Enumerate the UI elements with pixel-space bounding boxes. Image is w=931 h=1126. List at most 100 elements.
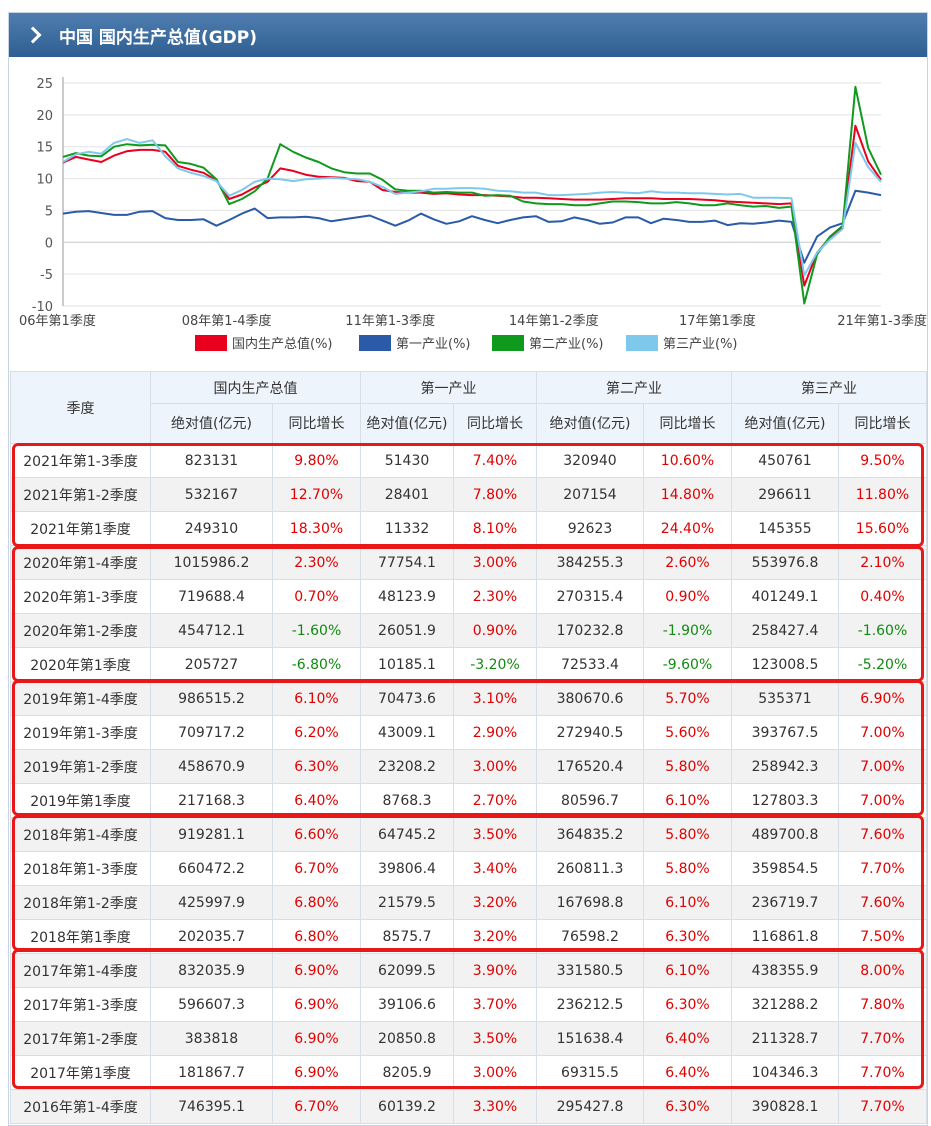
absolute-value-cell: 207154 bbox=[536, 477, 644, 512]
yoy-growth-cell: 6.30% bbox=[272, 749, 361, 784]
quarter-cell: 2018年第1-2季度 bbox=[10, 885, 151, 920]
y-tick-label: -5 bbox=[40, 268, 53, 283]
yoy-growth-cell: 6.40% bbox=[272, 783, 361, 818]
yoy-growth-cell: 9.80% bbox=[272, 443, 361, 478]
yoy-growth-cell: 7.40% bbox=[453, 443, 537, 478]
col-header-abs: 绝对值(亿元) bbox=[360, 403, 454, 444]
quarter-cell: 2017年第1季度 bbox=[10, 1055, 151, 1090]
yoy-growth-cell: 3.00% bbox=[453, 749, 537, 784]
page-title: 中国 国内生产总值(GDP) bbox=[59, 27, 257, 48]
table-row: 2020年第1季度 205727 -6.80% 10185.1 -3.20% 72533.… bbox=[10, 647, 927, 682]
absolute-value-cell: 211328.7 bbox=[731, 1021, 839, 1056]
absolute-value-cell: 202035.7 bbox=[150, 919, 273, 954]
absolute-value-cell: 80596.7 bbox=[536, 783, 644, 818]
absolute-value-cell: 270315.4 bbox=[536, 579, 644, 614]
col-header-secondary: 第二产业 bbox=[536, 371, 732, 404]
absolute-value-cell: 43009.1 bbox=[360, 715, 454, 750]
yoy-growth-cell: 7.00% bbox=[838, 783, 927, 818]
chevron-right-icon[interactable] bbox=[24, 26, 42, 44]
absolute-value-cell: 249310 bbox=[150, 511, 273, 546]
table-row: 2017年第1-4季度 832035.9 6.90% 62099.5 3.90% 3315… bbox=[10, 953, 927, 988]
yoy-growth-cell: -6.80% bbox=[272, 647, 361, 682]
legend-swatch bbox=[492, 335, 524, 351]
yoy-growth-cell: 11.80% bbox=[838, 477, 927, 512]
quarter-cell: 2018年第1-4季度 bbox=[10, 817, 151, 852]
col-header-abs: 绝对值(亿元) bbox=[150, 403, 273, 444]
absolute-value-cell: 20850.8 bbox=[360, 1021, 454, 1056]
quarter-cell: 2019年第1-2季度 bbox=[10, 749, 151, 784]
legend-label: 第三产业(%) bbox=[663, 337, 738, 352]
y-tick-label: 5 bbox=[45, 204, 53, 219]
absolute-value-cell: 8768.3 bbox=[360, 783, 454, 818]
yoy-growth-cell: 6.60% bbox=[272, 817, 361, 852]
table-row: 2019年第1-4季度 986515.2 6.10% 70473.6 3.10% 3806… bbox=[10, 681, 927, 716]
absolute-value-cell: 535371 bbox=[731, 681, 839, 716]
table-row: 2019年第1-2季度 458670.9 6.30% 23208.2 3.00% 1765… bbox=[10, 749, 927, 784]
yoy-growth-cell: 6.90% bbox=[272, 1055, 361, 1090]
absolute-value-cell: 64745.2 bbox=[360, 817, 454, 852]
col-header-abs: 绝对值(亿元) bbox=[731, 403, 839, 444]
absolute-value-cell: 167698.8 bbox=[536, 885, 644, 920]
absolute-value-cell: 236719.7 bbox=[731, 885, 839, 920]
x-tick-label: 21年第1-3季度 bbox=[837, 313, 927, 329]
table-row: 2019年第1-3季度 709717.2 6.20% 43009.1 2.90% 2729… bbox=[10, 715, 927, 750]
quarter-cell: 2021年第1季度 bbox=[10, 511, 151, 546]
absolute-value-cell: 823131 bbox=[150, 443, 273, 478]
yoy-growth-cell: 7.70% bbox=[838, 1089, 927, 1124]
quarter-cell: 2020年第1-2季度 bbox=[10, 613, 151, 648]
absolute-value-cell: 553976.8 bbox=[731, 545, 839, 580]
series-line-1 bbox=[62, 124, 882, 287]
absolute-value-cell: 181867.7 bbox=[150, 1055, 273, 1090]
yoy-growth-cell: 7.00% bbox=[838, 715, 927, 750]
yoy-growth-cell: 5.70% bbox=[643, 681, 732, 716]
yoy-growth-cell: -1.60% bbox=[838, 613, 927, 648]
absolute-value-cell: 380670.6 bbox=[536, 681, 644, 716]
yoy-growth-cell: 6.30% bbox=[643, 987, 732, 1022]
table-row: 2021年第1-3季度 823131 9.80% 51430 7.40% 320940 10… bbox=[10, 443, 927, 478]
absolute-value-cell: 321288.2 bbox=[731, 987, 839, 1022]
col-header-primary: 第一产业 bbox=[360, 371, 537, 404]
absolute-value-cell: 719688.4 bbox=[150, 579, 273, 614]
table-row: 2018年第1-4季度 919281.1 6.60% 64745.2 3.50% 3648… bbox=[10, 817, 927, 852]
table-row: 2021年第1-2季度 532167 12.70% 28401 7.80% 207154 1… bbox=[10, 477, 927, 512]
absolute-value-cell: 28401 bbox=[360, 477, 454, 512]
yoy-growth-cell: 7.70% bbox=[838, 1055, 927, 1090]
absolute-value-cell: 77754.1 bbox=[360, 545, 454, 580]
yoy-growth-cell: 6.10% bbox=[643, 885, 732, 920]
yoy-growth-cell: 3.00% bbox=[453, 545, 537, 580]
y-tick-label: -10 bbox=[32, 300, 53, 315]
yoy-growth-cell: 12.70% bbox=[272, 477, 361, 512]
absolute-value-cell: 39806.4 bbox=[360, 851, 454, 886]
absolute-value-cell: 26051.9 bbox=[360, 613, 454, 648]
absolute-value-cell: 401249.1 bbox=[731, 579, 839, 614]
table-row: 2017年第1季度 181867.7 6.90% 8205.9 3.00% 69315.5… bbox=[10, 1055, 927, 1090]
yoy-growth-cell: 3.00% bbox=[453, 1055, 537, 1090]
yoy-growth-cell: 2.30% bbox=[453, 579, 537, 614]
yoy-growth-cell: 6.90% bbox=[838, 681, 927, 716]
legend-label: 国内生产总值(%) bbox=[232, 336, 333, 352]
table-row: 2018年第1-2季度 425997.9 6.80% 21579.5 3.20% 1676… bbox=[10, 885, 927, 920]
absolute-value-cell: 72533.4 bbox=[536, 647, 644, 682]
yoy-growth-cell: 3.90% bbox=[453, 953, 537, 988]
absolute-value-cell: 1015986.2 bbox=[150, 545, 273, 580]
quarter-cell: 2020年第1季度 bbox=[10, 647, 151, 682]
yoy-growth-cell: 5.80% bbox=[643, 817, 732, 852]
quarter-cell: 2019年第1-4季度 bbox=[10, 681, 151, 716]
absolute-value-cell: 92623 bbox=[536, 511, 644, 546]
absolute-value-cell: 51430 bbox=[360, 443, 454, 478]
absolute-value-cell: 48123.9 bbox=[360, 579, 454, 614]
yoy-growth-cell: 6.90% bbox=[272, 987, 361, 1022]
table-row: 2017年第1-3季度 596607.3 6.90% 39106.6 3.70% 2362… bbox=[10, 987, 927, 1022]
x-tick-label: 17年第1季度 bbox=[679, 313, 756, 329]
col-header-yoy: 同比增长 bbox=[453, 403, 537, 444]
yoy-growth-cell: 0.90% bbox=[453, 613, 537, 648]
absolute-value-cell: 69315.5 bbox=[536, 1055, 644, 1090]
absolute-value-cell: 39106.6 bbox=[360, 987, 454, 1022]
yoy-growth-cell: 8.00% bbox=[838, 953, 927, 988]
absolute-value-cell: 295427.8 bbox=[536, 1089, 644, 1124]
yoy-growth-cell: 0.90% bbox=[643, 579, 732, 614]
absolute-value-cell: 331580.5 bbox=[536, 953, 644, 988]
absolute-value-cell: 384255.3 bbox=[536, 545, 644, 580]
y-tick-label: 15 bbox=[36, 141, 53, 156]
